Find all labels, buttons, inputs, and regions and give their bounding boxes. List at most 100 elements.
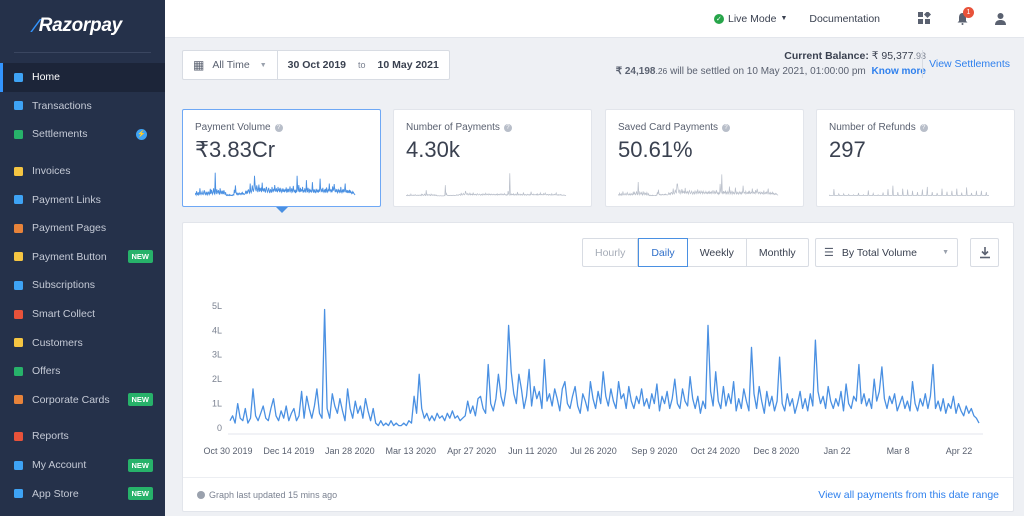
subscriptions-icon <box>13 280 24 291</box>
from-date: 30 Oct 2019 <box>287 59 347 71</box>
sparkline-path <box>829 185 989 196</box>
sidebar-item-smart-collect[interactable]: Smart Collect <box>0 300 165 329</box>
x-tick-label: Mar 8 <box>887 446 910 456</box>
sidebar-item-transactions[interactable]: Transactions <box>0 92 165 121</box>
x-tick-label: Jan 28 2020 <box>325 446 375 456</box>
sidebar-item-label: Payment Button <box>32 250 107 263</box>
sidebar-item-corporate-cards[interactable]: Corporate Cards NEW <box>0 386 165 415</box>
monthly-button[interactable]: Monthly <box>758 246 796 259</box>
live-mode-label: Live Mode <box>727 12 777 25</box>
settlement-info: ₹ 24,198.26 will be settled on 10 May 20… <box>616 66 926 77</box>
current-balance: Current Balance: ₹ 95,377.93 <box>616 50 926 62</box>
to-separator: to <box>358 60 366 70</box>
notifications-bell-icon[interactable]: 1 <box>948 5 976 33</box>
sidebar-item-label: Payment Pages <box>32 222 107 235</box>
card-value: 4.30k <box>406 137 460 162</box>
x-tick-label: Apr 27 2020 <box>447 446 496 456</box>
clock-icon <box>197 490 205 499</box>
sidebar: ⁄ Razorpay Home Transactions Settlements ⚡ I… <box>0 0 165 516</box>
y-tick-label: 5L <box>212 301 222 311</box>
sort-by-select[interactable]: ☰ By Total Volume ▼ <box>815 238 958 267</box>
number-of-refunds-card[interactable]: Number of Refunds? 297 <box>816 109 1015 207</box>
live-mode-toggle[interactable]: ✓ Live Mode ▼ <box>713 12 787 25</box>
to-date: 10 May 2021 <box>377 59 439 71</box>
help-icon[interactable]: ? <box>919 123 928 132</box>
help-icon[interactable]: ? <box>503 123 512 132</box>
current-balance-label: Current Balance: <box>784 50 869 62</box>
sidebar-item-my-account[interactable]: My Account NEW <box>0 451 165 480</box>
view-settlements-link[interactable]: View Settlements <box>922 50 1010 78</box>
chart-footer: Graph last updated 15 mins ago View all … <box>183 477 1013 511</box>
payments-count-sparkline <box>406 173 567 197</box>
sidebar-item-payment-button[interactable]: Payment Button NEW <box>0 243 165 272</box>
user-profile-icon[interactable] <box>986 5 1014 33</box>
sidebar-item-reports[interactable]: Reports <box>0 422 165 451</box>
card-value: ₹3.83Cr <box>195 137 276 162</box>
invoices-icon <box>13 166 24 177</box>
sidebar-item-label: Offers <box>32 365 61 378</box>
help-icon[interactable]: ? <box>722 123 731 132</box>
sidebar-item-payment-pages[interactable]: Payment Pages <box>0 214 165 243</box>
know-more-link[interactable]: Know more <box>871 66 926 77</box>
download-icon <box>979 247 990 259</box>
hourly-button[interactable]: Hourly <box>583 239 639 266</box>
instant-settlement-icon: ⚡ <box>136 128 147 140</box>
sidebar-item-label: Customers <box>32 336 83 349</box>
link-icon <box>13 194 24 205</box>
saved-card-sparkline <box>618 174 779 197</box>
sort-by-label: By Total Volume <box>841 246 917 259</box>
apps-grid-icon[interactable] <box>910 5 938 33</box>
sidebar-item-label: Payment Links <box>32 193 101 206</box>
view-all-payments-link[interactable]: View all payments from this date range <box>818 488 999 501</box>
number-of-payments-card[interactable]: Number of Payments? 4.30k <box>393 109 592 207</box>
daily-button[interactable]: Daily <box>638 238 688 267</box>
chevron-down-icon: ▼ <box>942 249 949 256</box>
new-badge: NEW <box>127 250 153 264</box>
saved-card-payments-card[interactable]: Saved Card Payments? 50.61% <box>605 109 804 207</box>
sidebar-item-invoices[interactable]: Invoices <box>0 157 165 186</box>
sparkline-path <box>406 173 567 197</box>
card-value: 297 <box>829 137 866 162</box>
range-preset-select[interactable]: ▦ All Time ▼ <box>183 51 278 79</box>
sidebar-item-label: App Store <box>32 487 79 500</box>
calendar-icon: ▦ <box>193 58 205 72</box>
sidebar-item-offers[interactable]: Offers <box>0 357 165 386</box>
sidebar-item-app-store[interactable]: App Store NEW <box>0 479 165 508</box>
balance-summary: Current Balance: ₹ 95,377.93 ₹ 24,198.26… <box>616 50 926 77</box>
x-tick-label: Dec 8 2020 <box>753 446 799 456</box>
card-label: Saved Card Payments <box>618 122 719 133</box>
payment-volume-card[interactable]: Payment Volume? ₹3.83Cr <box>182 109 381 207</box>
sidebar-item-label: Home <box>32 71 61 84</box>
sidebar-item-payment-links[interactable]: Payment Links <box>0 185 165 214</box>
download-button[interactable] <box>970 238 999 267</box>
sidebar-item-customers[interactable]: Customers <box>0 328 165 357</box>
home-icon <box>13 72 24 83</box>
last-updated: Graph last updated 15 mins ago <box>197 490 337 500</box>
documentation-link[interactable]: Documentation <box>809 12 880 25</box>
chart-panel: Hourly Daily Weekly Monthly ☰ By Total V… <box>182 222 1014 512</box>
sidebar-item-settlements[interactable]: Settlements ⚡ <box>0 120 165 149</box>
sidebar-item-home[interactable]: Home <box>0 63 165 92</box>
weekly-button[interactable]: Weekly <box>688 239 747 266</box>
sidebar-item-label: Settlements <box>32 128 88 141</box>
notification-count-badge: 1 <box>963 6 974 18</box>
sidebar-item-subscriptions[interactable]: Subscriptions <box>0 271 165 300</box>
card-label: Number of Refunds <box>829 122 916 133</box>
razorpay-logo[interactable]: ⁄ Razorpay <box>0 0 165 52</box>
current-balance-amount: ₹ 95,377 <box>871 50 914 62</box>
sidebar-item-label: Invoices <box>32 165 71 178</box>
pages-icon <box>13 223 24 234</box>
help-icon[interactable]: ? <box>274 123 283 132</box>
sparkline-path <box>195 172 356 197</box>
sort-icon: ☰ <box>824 247 834 259</box>
brand-name: Razorpay <box>38 15 122 36</box>
card-label: Number of Payments <box>406 122 500 133</box>
date-range-picker[interactable]: ▦ All Time ▼ 30 Oct 2019 to 10 May 2021 <box>182 50 450 80</box>
new-badge: NEW <box>127 393 153 407</box>
range-preset-label: All Time <box>212 59 250 71</box>
date-range-values[interactable]: 30 Oct 2019 to 10 May 2021 <box>278 51 449 79</box>
grid-icon <box>13 488 24 499</box>
chevron-down-icon: ▼ <box>259 61 267 69</box>
bank-icon <box>13 309 24 320</box>
series-line <box>229 308 980 427</box>
